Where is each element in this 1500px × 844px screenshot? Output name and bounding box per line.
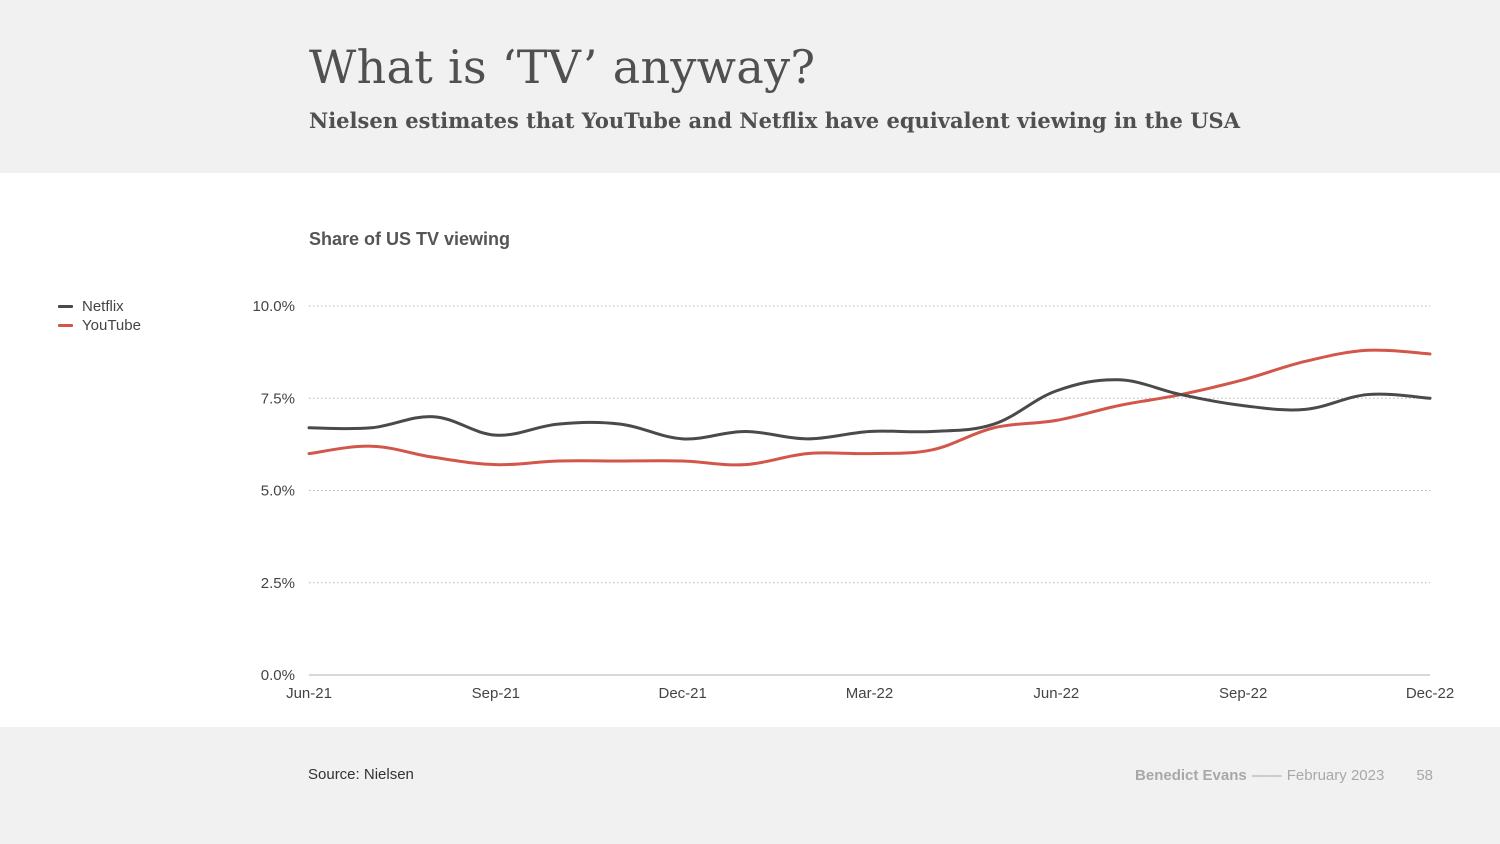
legend-swatch-youtube <box>58 324 73 327</box>
x-tick-label: Sep-21 <box>472 685 520 702</box>
y-tick-label: 10.0% <box>252 298 295 315</box>
y-tick-label: 7.5% <box>261 390 295 407</box>
x-axis-ticks: Jun-21 Sep-21 Dec-21 Mar-22 Jun-22 Sep-22 Dec-… <box>286 685 1454 702</box>
chart-legend: Netflix YouTube <box>58 297 141 335</box>
page-number: 58 <box>1416 767 1433 784</box>
y-tick-label: 0.0% <box>261 667 295 684</box>
legend-item-netflix: Netflix <box>58 297 141 316</box>
footer <box>0 727 1500 844</box>
header: What is ‘TV’ anyway? Nielsen estimates t… <box>0 0 1500 173</box>
credit-line: Benedict Evans —— February 2023 58 <box>1135 767 1433 784</box>
series-lines <box>307 348 1432 467</box>
author-name: Benedict Evans <box>1135 767 1247 784</box>
legend-label-youtube: YouTube <box>82 317 141 334</box>
y-tick-label: 5.0% <box>261 483 295 500</box>
series-line-youtube <box>307 348 1432 467</box>
legend-swatch-netflix <box>58 305 73 308</box>
y-tick-label: 2.5% <box>261 575 295 592</box>
page-title: What is ‘TV’ anyway? <box>309 40 816 94</box>
page-subtitle: Nielsen estimates that YouTube and Netfl… <box>309 108 1241 133</box>
series-line-netflix <box>307 378 1432 441</box>
chart-title: Share of US TV viewing <box>309 229 511 249</box>
x-tick-label: Sep-22 <box>1219 685 1267 702</box>
x-tick-label: Jun-22 <box>1033 685 1079 702</box>
x-tick-label: Mar-22 <box>846 685 894 702</box>
x-tick-label: Jun-21 <box>286 685 332 702</box>
x-tick-label: Dec-22 <box>1406 685 1454 702</box>
chart-panel <box>0 173 1500 727</box>
x-tick-label: Dec-21 <box>658 685 706 702</box>
legend-label-netflix: Netflix <box>82 298 124 315</box>
gridlines <box>309 305 1430 676</box>
source-note: Source: Nielsen <box>308 766 414 783</box>
y-axis-ticks: 0.0% 2.5% 5.0% 7.5% 10.0% <box>252 298 295 684</box>
credit-date: February 2023 <box>1286 767 1385 784</box>
credit-separator: —— <box>1251 767 1282 784</box>
legend-item-youtube: YouTube <box>58 316 141 335</box>
